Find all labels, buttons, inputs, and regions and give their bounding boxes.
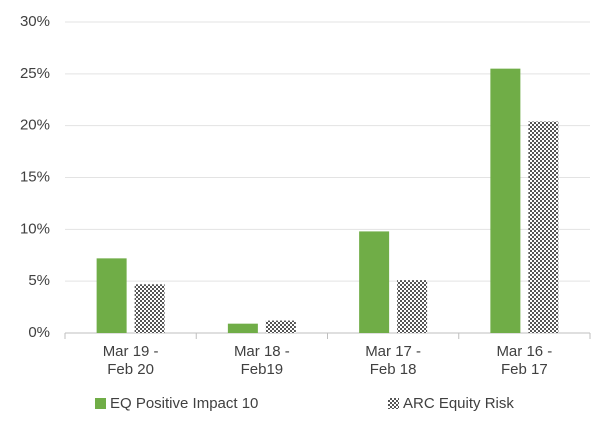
x-tick-label: Feb 17 <box>501 361 548 378</box>
y-tick-label: 10% <box>20 220 50 237</box>
y-tick-label: 20% <box>20 117 50 134</box>
bar <box>397 280 428 333</box>
y-tick-label: 25% <box>20 65 50 82</box>
legend-swatch <box>95 398 106 409</box>
bar <box>96 258 127 333</box>
x-tick-label: Mar 17 - <box>365 343 421 360</box>
y-tick-label: 30% <box>20 13 50 30</box>
x-tick-label: Mar 18 - <box>234 343 290 360</box>
legend-swatch <box>388 398 399 409</box>
x-tick-label: Feb 20 <box>107 361 154 378</box>
bar <box>359 231 390 333</box>
bar <box>227 323 258 333</box>
x-tick-label: Mar 16 - <box>496 343 552 360</box>
x-tick-label: Feb 18 <box>370 361 417 378</box>
y-tick-label: 15% <box>20 168 50 185</box>
bar <box>490 68 521 334</box>
x-tick-label: Feb19 <box>241 361 284 378</box>
legend-label: ARC Equity Risk <box>403 395 514 412</box>
y-tick-label: 5% <box>28 272 50 289</box>
bar <box>528 121 559 334</box>
legend-label: EQ Positive Impact 10 <box>110 395 258 412</box>
bar <box>134 284 165 333</box>
x-tick-label: Mar 19 - <box>103 343 159 360</box>
y-tick-label: 0% <box>28 324 50 341</box>
bar <box>265 320 296 333</box>
